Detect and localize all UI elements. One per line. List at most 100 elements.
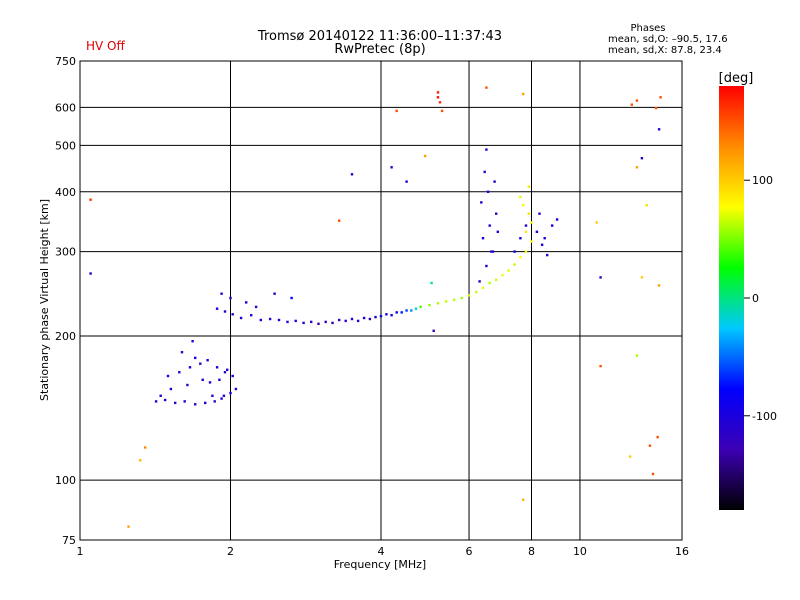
data-point	[254, 305, 258, 309]
data-point	[218, 378, 221, 381]
data-point	[467, 294, 471, 297]
data-point	[223, 371, 227, 374]
data-point	[310, 320, 313, 324]
x-tick-label: 1	[77, 545, 84, 558]
y-tick-label: 75	[62, 534, 76, 547]
data-point	[436, 302, 440, 305]
data-point	[651, 472, 655, 476]
data-point	[654, 106, 658, 110]
data-point	[481, 237, 485, 240]
data-point	[485, 148, 488, 151]
data-point	[522, 204, 525, 207]
x-axis-ticks: 1 2 4 6 8 10 16	[77, 545, 690, 558]
data-point	[419, 305, 422, 309]
data-point	[485, 86, 488, 89]
colorbar-label: [deg]	[719, 71, 754, 86]
data-point	[540, 243, 544, 246]
phases-title: Phases	[630, 23, 665, 34]
data-point	[527, 212, 530, 215]
data-point	[201, 378, 204, 381]
data-point	[478, 280, 481, 283]
colorbar-tick-label: -100	[752, 410, 777, 423]
phase-x-stats: mean, sd,X: 87.8, 23.4	[608, 45, 722, 56]
y-tick-label: 100	[55, 474, 76, 487]
data-point	[513, 263, 516, 266]
data-point	[530, 221, 533, 224]
data-point	[430, 281, 433, 285]
data-point	[551, 224, 554, 227]
data-point	[234, 387, 238, 391]
chart-title: Tromsø 20140122 11:36:00–11:37:43	[257, 29, 502, 44]
data-point	[546, 253, 549, 257]
data-point	[555, 218, 559, 221]
data-point	[268, 317, 272, 321]
data-point	[338, 219, 341, 222]
data-point	[491, 250, 495, 253]
data-point	[599, 276, 602, 279]
data-point	[635, 99, 639, 102]
data-point	[595, 221, 598, 224]
data-point	[350, 173, 354, 176]
data-point	[344, 319, 347, 323]
data-point	[486, 190, 490, 193]
data-point	[250, 314, 253, 317]
data-point	[231, 313, 234, 316]
data-point	[507, 269, 510, 272]
data-point	[475, 290, 478, 294]
data-point	[635, 166, 639, 169]
data-points	[89, 86, 662, 528]
data-point	[350, 317, 354, 321]
data-point	[483, 170, 486, 174]
data-point	[519, 195, 522, 199]
data-point	[460, 296, 463, 300]
data-point	[379, 314, 383, 318]
data-point	[239, 316, 243, 320]
data-point	[543, 237, 546, 240]
chart-subtitle: RwPretec (8p)	[334, 42, 425, 57]
data-point	[445, 300, 448, 303]
data-point	[501, 273, 504, 277]
data-point	[493, 180, 496, 183]
data-point	[186, 383, 189, 387]
data-point	[229, 391, 232, 395]
data-point	[183, 400, 186, 403]
data-point	[188, 366, 192, 369]
colorbar	[719, 86, 744, 510]
data-point	[89, 198, 92, 201]
data-point	[524, 224, 528, 227]
data-point	[159, 394, 162, 397]
data-point	[356, 319, 360, 323]
data-point	[635, 354, 639, 357]
y-tick-label: 400	[55, 186, 76, 199]
data-point	[229, 296, 232, 300]
data-point	[144, 446, 147, 449]
data-point	[436, 96, 440, 99]
data-point	[374, 315, 377, 319]
data-point	[223, 310, 227, 313]
x-tick-label: 16	[675, 545, 689, 558]
data-point	[302, 321, 305, 325]
data-point	[199, 362, 202, 365]
data-point	[405, 309, 408, 312]
data-point	[226, 368, 229, 371]
x-axis-label: Frequency [MHz]	[334, 558, 426, 571]
data-point	[324, 320, 327, 324]
data-point	[127, 525, 130, 528]
data-point	[390, 166, 393, 169]
data-point	[277, 318, 281, 322]
colorbar-tick-label: 100	[752, 174, 773, 187]
data-point	[440, 109, 444, 113]
data-point	[390, 314, 393, 317]
data-point	[414, 307, 418, 310]
data-point	[163, 398, 167, 402]
data-point	[191, 340, 194, 343]
data-point	[169, 387, 173, 391]
data-point	[215, 307, 219, 310]
data-point	[368, 317, 372, 321]
data-point	[211, 394, 214, 397]
data-point	[535, 230, 539, 233]
data-point	[488, 224, 491, 227]
data-point	[222, 394, 226, 397]
phase-o-stats: mean, sd,O: –90.5, 17.6	[608, 34, 728, 45]
